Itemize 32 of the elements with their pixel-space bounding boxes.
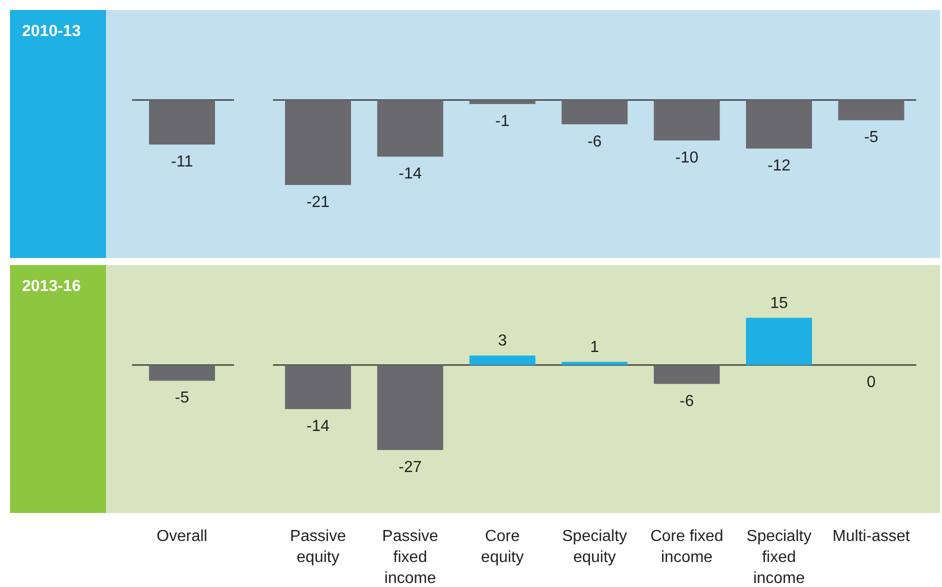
data-label: -5: [174, 390, 190, 407]
bar: [377, 365, 444, 450]
chart-title: 2013-16: [22, 278, 81, 295]
x-tick-label: Specialty fixed income: [746, 528, 812, 587]
data-label: -10: [675, 149, 698, 166]
x-tick-label: Specialty equity: [562, 528, 628, 566]
data-label: -27: [398, 459, 422, 476]
data-label: -5: [864, 129, 878, 146]
x-tick-label: Multi-asset: [832, 528, 910, 545]
bar: [746, 318, 812, 365]
data-label: 3: [498, 332, 507, 350]
bar: [654, 365, 720, 384]
x-tick-label: Overall: [156, 528, 208, 545]
data-label: -1: [495, 113, 510, 130]
data-label: -6: [587, 133, 602, 150]
chart-title: 2010-13: [22, 23, 81, 40]
x-tick-label: Passive fixed income: [382, 528, 438, 587]
data-label: -21: [306, 194, 330, 211]
data-label: -11: [171, 154, 194, 171]
data-label: 1: [590, 338, 600, 356]
x-tick-label: Core equity: [481, 528, 524, 566]
bar: [562, 362, 628, 365]
data-label: 0: [866, 374, 876, 391]
data-label: -14: [398, 166, 422, 183]
data-label: -12: [767, 158, 791, 175]
data-label: -14: [306, 418, 330, 436]
x-tick-label: Core fixed income: [650, 528, 724, 566]
data-label: 15: [770, 294, 788, 312]
bar: [285, 365, 351, 410]
bar: [469, 356, 536, 365]
data-label: -6: [680, 392, 694, 410]
x-tick-label: Passive equity: [290, 528, 346, 566]
